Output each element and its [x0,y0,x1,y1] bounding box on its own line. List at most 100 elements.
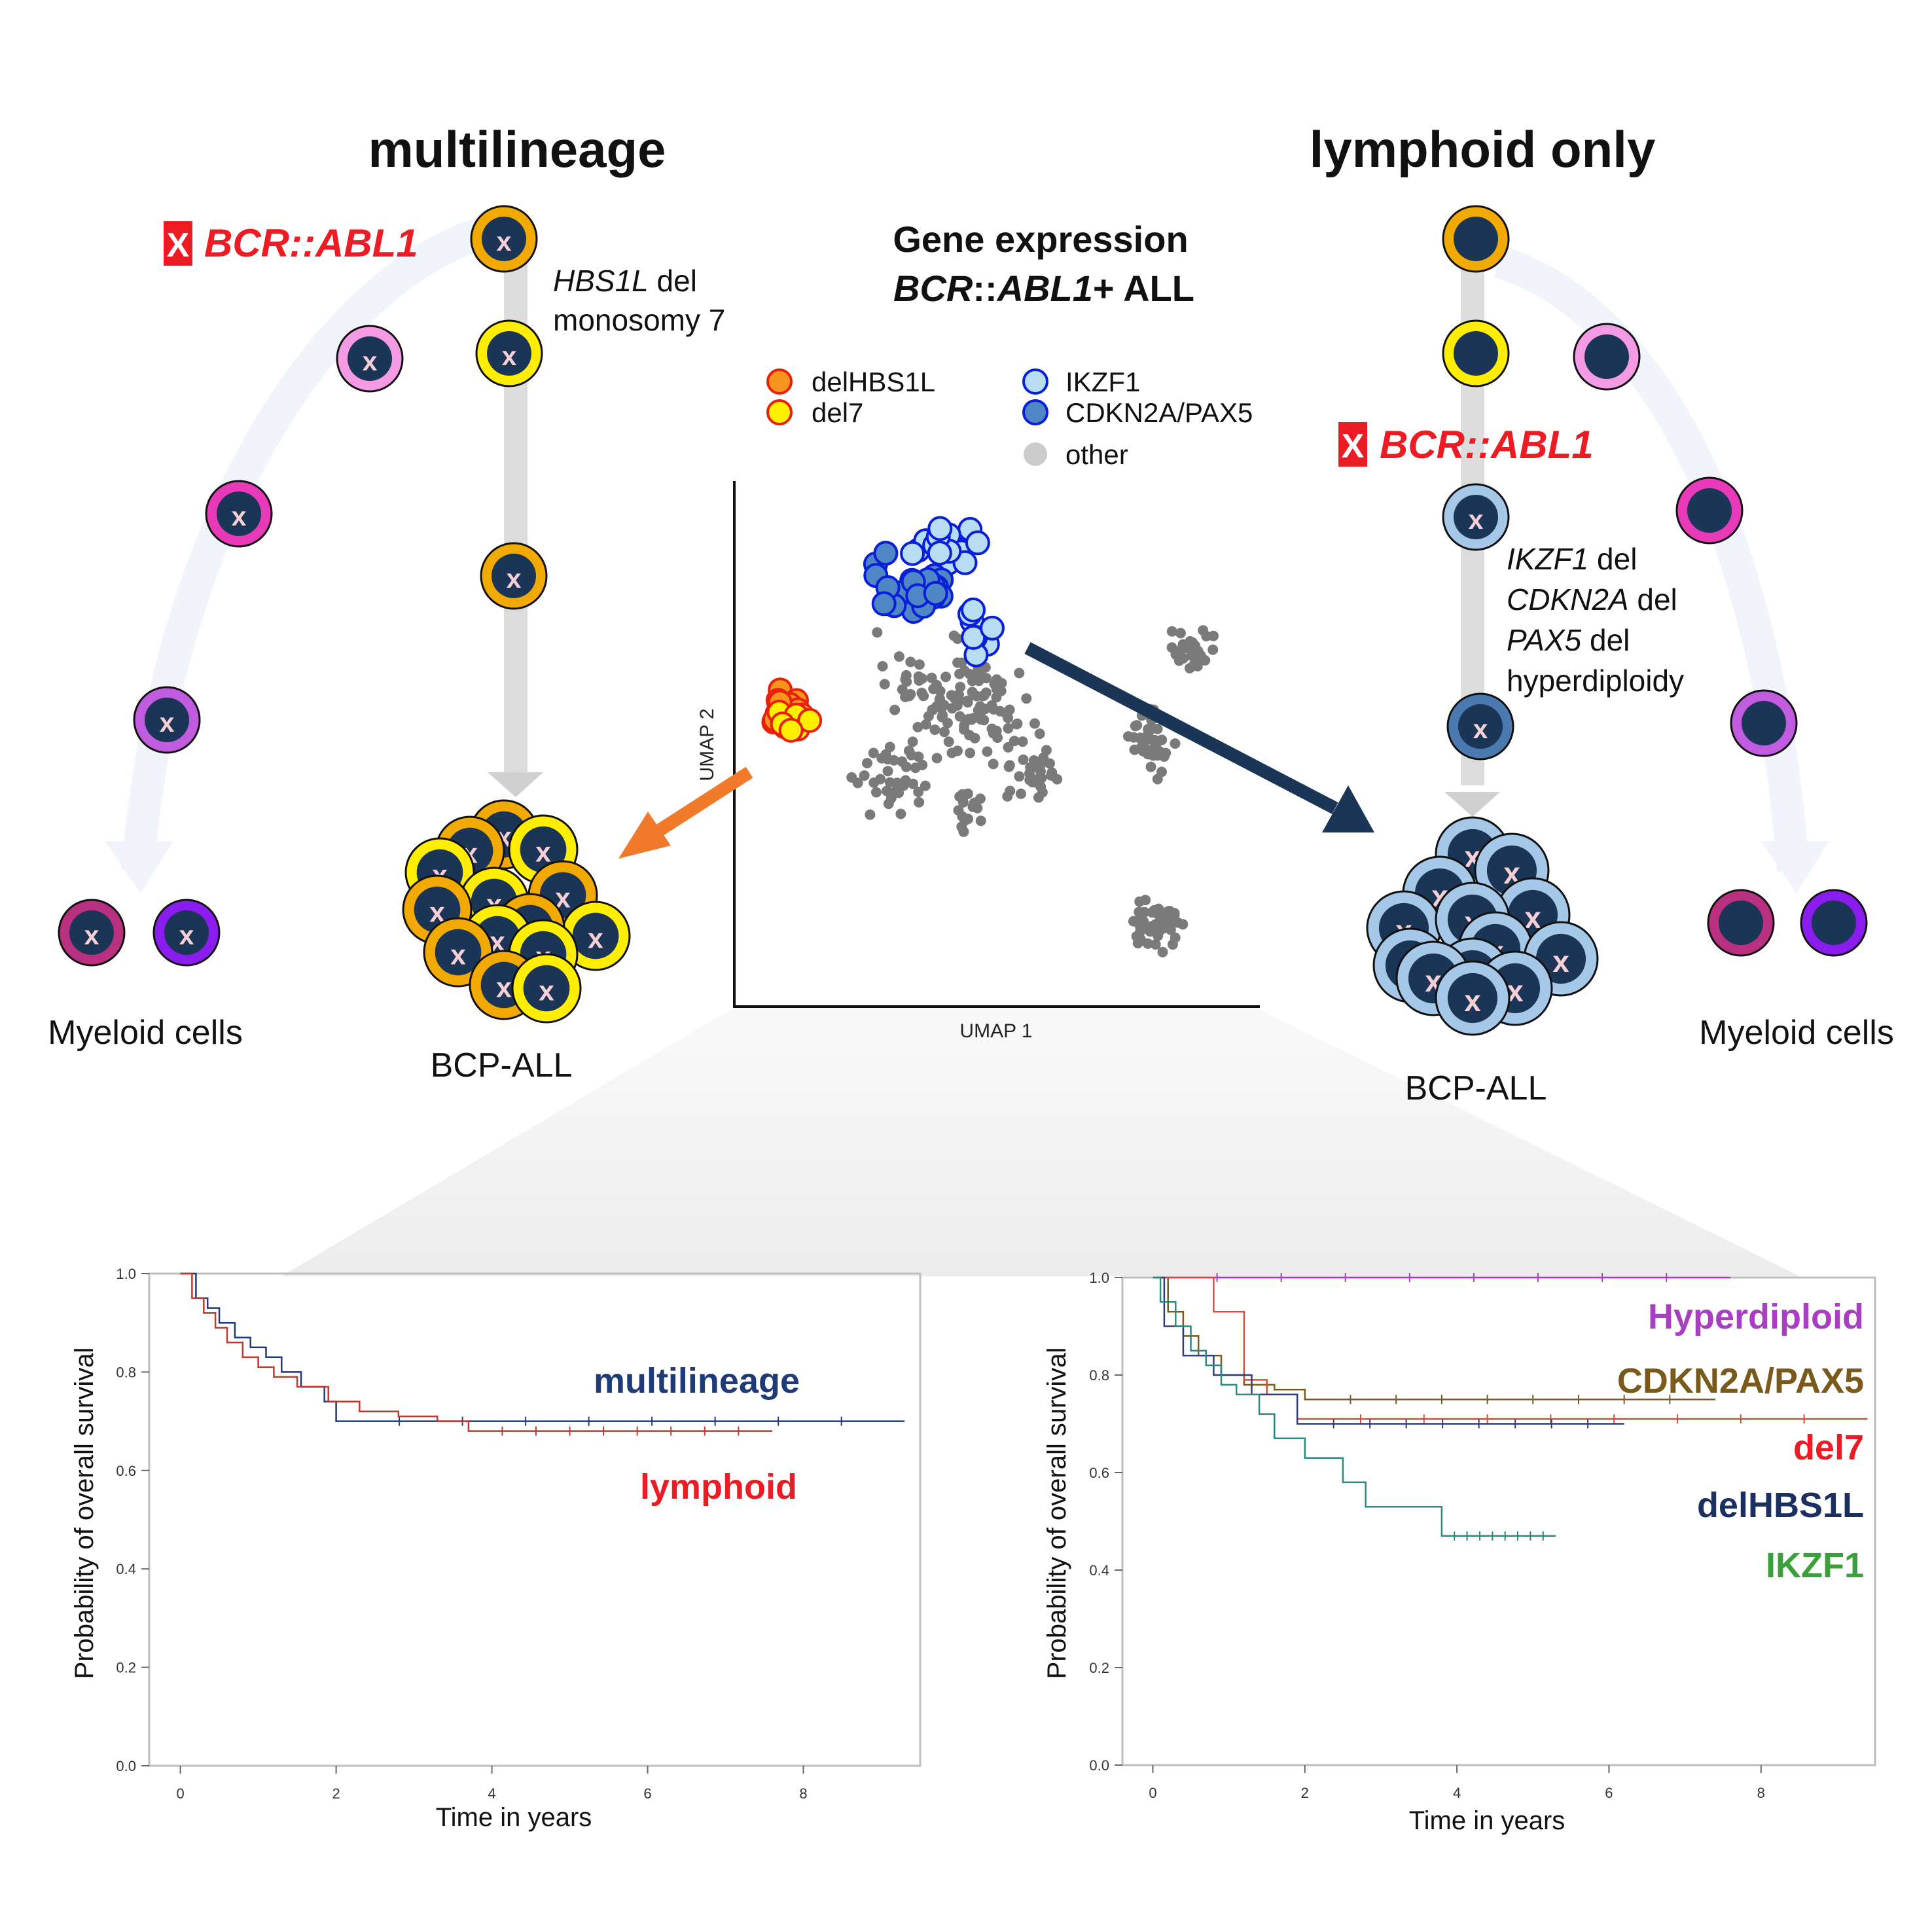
umap-other-f-54 [1142,938,1153,949]
left-mutation-label-2: monosomy 7 [553,303,725,337]
umap-other-b-38 [882,766,893,777]
km2-xtick-label-4: 8 [1757,1785,1765,1801]
left-progenitor-cell-nucleus [487,331,531,376]
umap-other-107 [962,695,973,706]
umap-other-e-32 [1148,747,1159,759]
umap-other-22 [955,681,966,692]
left-bcp-blast-1-nucleus [520,826,567,873]
left-myeloid-cell-2: x [152,899,221,967]
km2-xtick-label-1: 2 [1301,1785,1309,1801]
km2-ytick-label-4: 0.8 [1089,1367,1109,1384]
left-myeloid-arrowhead [105,841,173,893]
right-bcp-blast-12-mark: x [1464,984,1481,1018]
km2-curve-4 [1153,1276,1556,1537]
umap-other-13 [954,711,965,722]
umap-other-f-53 [1139,906,1150,918]
right-myeloid-arrowhead [1761,841,1829,893]
umap-other-c-10 [1005,785,1016,796]
umap-other-b-23 [868,747,879,759]
right-myeloid-progenitor-2-nucleus [1687,488,1732,533]
left-myeloid-progenitor-1-mark: x [363,346,378,376]
umap-other-b-10 [862,758,872,768]
umap-other-g-6 [970,802,981,813]
km2-xtick-label-3: 6 [1605,1785,1613,1801]
umap-other-b-35 [900,775,911,786]
umap-other-70 [914,659,925,670]
left-bcp-blast-10-mark: x [450,940,466,971]
left-myeloid-progenitor-1-nucleus [348,336,392,381]
left-precursor-cell-mark: x [507,564,522,594]
umap-other-e-31 [1156,766,1167,778]
km1-legend-multilineage: multilineage [594,1361,800,1401]
umap-other-b-26 [846,772,857,783]
legend-swatch-other [1024,442,1047,466]
umap-other-c-28 [1004,760,1015,771]
umap-other-g-16 [957,789,968,800]
umap-other-119 [995,685,1007,696]
left-fusion-marker-box [164,221,192,266]
umap-other-77 [980,704,990,715]
umap-other-35 [872,627,883,638]
umap-other-c-23 [1033,792,1044,803]
title-bcr-abl1-all: BCR::ABL1+ ALL [893,268,1194,309]
umap-other-c-24 [1033,774,1044,785]
left-myeloid-arrow [121,217,490,872]
km2-ytick-label-0: 0.0 [1089,1757,1109,1774]
right-lineage-panel: X BCR::ABL1 IKZF1 del CDKN2A del PAX5 de… [1338,205,1894,1107]
km1-frame [148,1272,921,1767]
km-plot-subgroups: Probability of overall survival Time in … [1043,1270,1876,1835]
left-myeloid-cell-2-nucleus [164,910,209,955]
left-lineage-panel: X BCR::ABL1 HBS1L del monosomy 7 xxxxxxx… [48,205,725,1084]
km1-ytick-label-3: 0.6 [116,1463,136,1479]
umap-other-103 [879,679,890,690]
umap-other-34 [969,732,980,743]
umap-other-115 [946,703,957,714]
right-bcp-blast-12: x [1435,960,1511,1036]
km2-legend-cdkn2a-pax5: CDKN2A/PAX5 [1617,1361,1864,1401]
km1-curve-1 [180,1272,772,1432]
umap-other-47 [982,746,993,757]
km1-ytick-label-2: 0.4 [116,1561,136,1577]
umap-other-105 [946,747,957,759]
umap-ikzf1-b-6 [980,615,1005,641]
umap-ikzf1-17 [927,516,953,541]
km2-xtick-label-2: 4 [1453,1785,1461,1801]
umap-other-33 [965,747,976,759]
right-mutation-ikzf1: IKZF1 del [1507,542,1637,576]
km1-x-label: Time in years [436,1803,592,1832]
right-myeloid-cell-2 [1800,889,1868,957]
km-plot-lineage: Probability of overall survival Time in … [70,1266,921,1832]
umap-other-f-52 [1147,907,1158,918]
umap-other-f-22 [1177,919,1189,930]
umap-other-f-48 [1169,910,1180,921]
right-main-arrowhead [1444,792,1500,817]
km1-xtick-label-3: 6 [643,1785,651,1802]
umap-other-b-39 [884,742,895,753]
umap-other-98 [913,671,924,682]
right-precursor-cell-2-nucleus [1458,704,1503,749]
umap-other-e-4 [1170,738,1181,749]
right-myeloid-progenitor-3-nucleus [1742,701,1786,745]
right-precursor-cell-1: x [1442,483,1510,551]
legend-swatch-del7 [766,399,793,425]
umap-other-28 [1014,668,1025,679]
umap-arrow-to-multilineage [644,766,753,844]
left-bcp-blast-1-mark: x [535,837,551,868]
left-myeloid-cell-1-mark: x [84,920,99,950]
umap-other-b-36 [882,785,892,796]
right-myeloid-cell-2-nucleus [1812,901,1856,945]
umap-other-81 [973,675,984,687]
legend-swatch-ikzf1 [1022,368,1048,395]
legend-label-other: other [1065,439,1128,470]
umap-other-111 [959,720,970,731]
km2-xtick-label-0: 0 [1149,1785,1156,1801]
km1-ytick-label-4: 0.8 [116,1364,136,1380]
left-bcp-blast-7: x [560,901,631,971]
umap-other-f-46 [1170,932,1181,943]
umap-other-d-25 [1175,628,1186,639]
umap-cdkn2a-pax5-23 [871,591,897,617]
right-bcp-blast-12-nucleus [1447,973,1498,1024]
km1-xtick-label-1: 2 [332,1785,340,1802]
umap-ikzf1-19 [900,541,925,566]
